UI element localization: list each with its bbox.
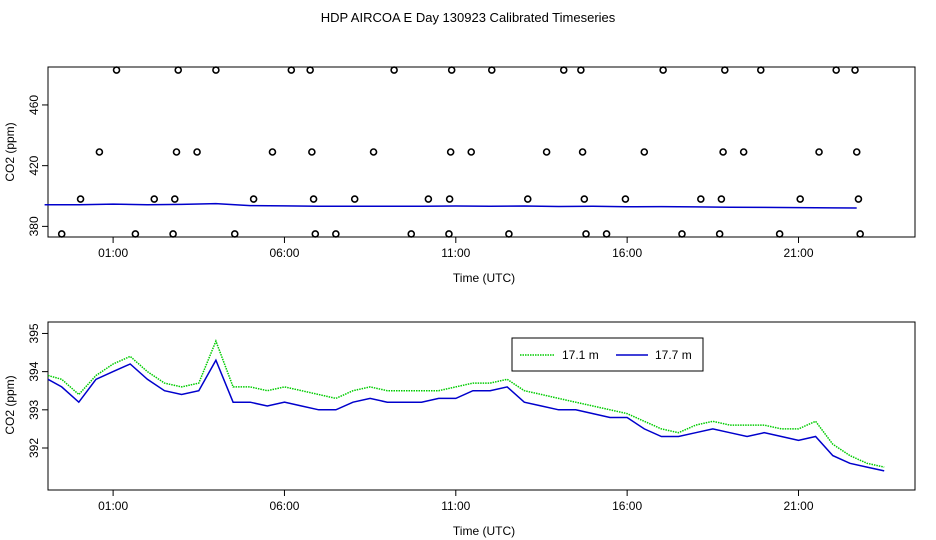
scatter-point <box>856 230 864 238</box>
scatter-point <box>57 230 66 238</box>
scatter-point <box>306 66 314 74</box>
scatter-point <box>815 148 823 156</box>
scatter-point <box>170 195 179 203</box>
scatter-point <box>697 195 705 203</box>
y-tick-label: 394 <box>27 361 41 381</box>
scatter-point <box>76 195 85 203</box>
x-tick-label: 16:00 <box>612 499 642 513</box>
scatter-point <box>739 148 748 156</box>
scatter-point <box>523 195 532 203</box>
scatter-point <box>287 66 296 74</box>
y-tick-label: 460 <box>27 95 41 115</box>
scatter-point <box>212 66 220 74</box>
top-y-axis-label: CO2 (ppm) <box>3 122 17 181</box>
scatter-point <box>112 66 121 74</box>
x-tick-label: 06:00 <box>269 246 299 260</box>
top-x-axis-label: Time (UTC) <box>453 271 515 285</box>
scatter-point <box>775 230 784 238</box>
scatter-point <box>542 148 551 156</box>
scatter-point <box>577 66 585 74</box>
series-line-2 <box>44 202 857 209</box>
scatter-point <box>447 66 456 74</box>
top-x-axis: 01:00 06:00 11:00 16:00 21:00 <box>98 237 814 260</box>
y-tick-label: 392 <box>27 438 41 458</box>
legend-label-series-2: 17.7 m <box>655 348 692 362</box>
bottom-x-axis-label: Time (UTC) <box>453 524 515 538</box>
scatter-point <box>249 195 258 203</box>
legend: 17.1 m 17.7 m <box>511 337 704 372</box>
top-plot-frame <box>47 66 916 238</box>
scatter-point <box>678 230 686 238</box>
scatter-point <box>445 230 453 238</box>
scatter-point <box>505 230 513 238</box>
scatter-point <box>602 230 611 238</box>
top-plot-area <box>44 66 864 238</box>
x-tick-label: 01:00 <box>98 246 128 260</box>
x-tick-label: 11:00 <box>441 499 470 513</box>
scatter-point <box>659 66 667 74</box>
bottom-y-axis-label: CO2 (ppm) <box>3 375 17 434</box>
scatter-point <box>559 66 568 74</box>
scatter-point <box>715 230 724 238</box>
x-tick-label: 06:00 <box>269 499 299 513</box>
series-line-1 <box>47 339 885 468</box>
x-tick-label: 11:00 <box>441 246 470 260</box>
scatter-point <box>172 148 181 156</box>
scatter-point <box>390 66 398 74</box>
scatter-point <box>369 148 378 156</box>
scatter-point <box>582 230 590 238</box>
scatter-point <box>851 66 859 74</box>
scatter-point <box>150 195 159 203</box>
scatter-point <box>721 66 729 74</box>
scatter-point <box>193 148 201 156</box>
scatter-point <box>854 195 863 203</box>
scatter-point <box>580 195 589 203</box>
scatter-point <box>719 148 727 156</box>
scatter-point <box>717 195 726 203</box>
bottom-x-axis: 01:00 06:00 11:00 16:00 21:00 <box>98 490 814 513</box>
top-panel: Time (UTC) CO2 (ppm) 01:00 06:00 11:00 16:0… <box>3 66 916 285</box>
scatter-point <box>446 148 455 156</box>
bottom-y-axis: 392 393 394 395 <box>27 323 48 458</box>
bottom-plot-area <box>47 339 885 472</box>
scatter-point <box>169 230 177 238</box>
x-tick-label: 16:00 <box>612 246 642 260</box>
top-y-axis: 380 420 460 <box>27 95 48 236</box>
scatter-point <box>621 195 630 203</box>
scatter-point <box>311 230 320 238</box>
scatter-point <box>174 66 183 74</box>
scatter-point <box>230 230 239 238</box>
scatter-point <box>308 148 316 156</box>
scatter-point <box>350 195 359 203</box>
y-tick-label: 420 <box>27 155 41 175</box>
scatter-point <box>832 66 840 74</box>
scatter-point <box>467 148 476 156</box>
scatter-point <box>578 148 587 156</box>
series-line-2 <box>47 358 885 472</box>
scatter-point <box>309 195 318 203</box>
scatter-point <box>131 230 140 238</box>
scatter-point <box>332 230 340 238</box>
scatter-point <box>640 148 649 156</box>
scatter-point <box>852 148 861 156</box>
x-tick-label: 21:00 <box>783 246 813 260</box>
scatter-point <box>407 230 416 238</box>
page-title: HDP AIRCOA E Day 130923 Calibrated Times… <box>321 10 616 25</box>
x-tick-label: 21:00 <box>783 499 813 513</box>
y-tick-label: 380 <box>27 216 41 236</box>
y-tick-label: 393 <box>27 399 41 419</box>
scatter-point <box>95 148 104 156</box>
scatter-point <box>445 195 454 203</box>
x-tick-label: 01:00 <box>98 499 128 513</box>
scatter-point <box>756 66 765 74</box>
scatter-point <box>268 148 277 156</box>
bottom-panel: Time (UTC) CO2 (ppm) 01:00 06:00 11:00 16:0… <box>3 321 916 538</box>
y-tick-label: 395 <box>27 323 41 343</box>
scatter-point <box>796 195 804 203</box>
scatter-point <box>487 66 496 74</box>
scatter-point <box>424 195 433 203</box>
legend-label-series-1: 17.1 m <box>562 348 599 362</box>
bottom-plot-frame <box>47 321 916 491</box>
